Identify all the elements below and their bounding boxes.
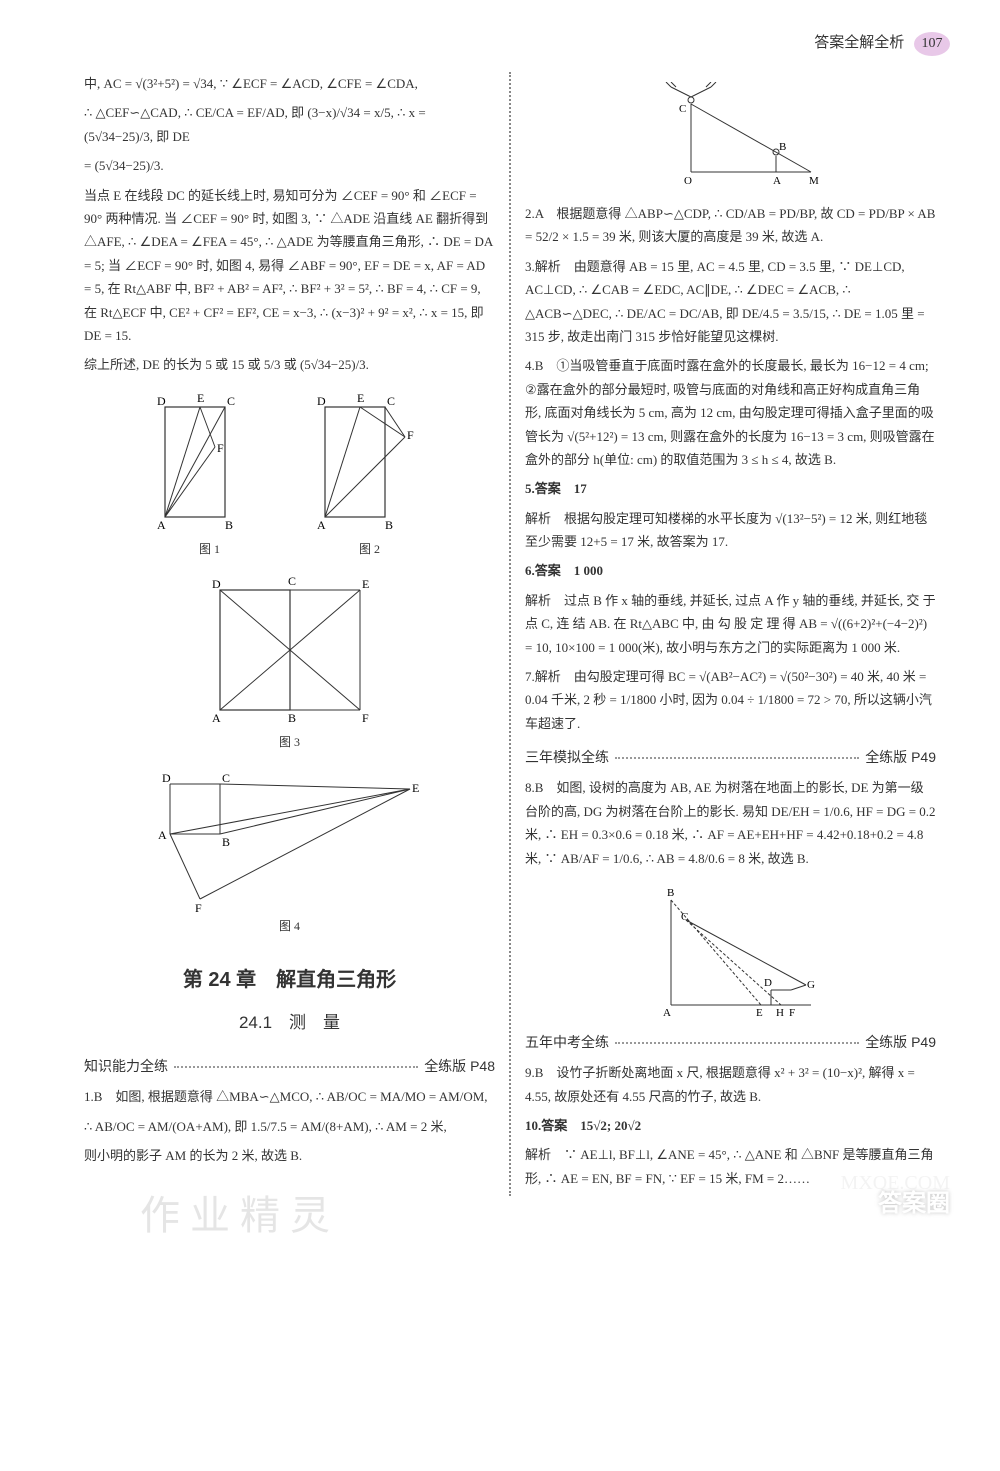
practice-label: 三年模拟全练 — [525, 745, 609, 770]
geometry-fig-4-svg: D C E A B F — [140, 764, 440, 914]
svg-text:G: G — [807, 979, 815, 991]
solution-text: ∴ △CEF∽△CAD, ∴ CE/CA = EF/AD, 即 (3−x)/√3… — [84, 101, 495, 148]
figure-row-4: D C E A B F 图 4 — [84, 764, 495, 938]
svg-text:F: F — [362, 711, 369, 725]
page-number-badge: 107 — [914, 32, 950, 56]
q5-explain: 解析 根据勾股定理可知楼梯的水平长度为 √(13²−5²) = 12 米, 则红… — [525, 507, 936, 554]
svg-text:B: B — [385, 518, 393, 532]
tree-step-svg: B C D G A E H F — [631, 880, 831, 1020]
svg-text:A: A — [158, 828, 167, 842]
figure-row-1-2: D E C F A B 图 1 — [84, 387, 495, 561]
figure-1: D E C F A B 图 1 — [145, 387, 275, 561]
figure-2: D E C F A B 图 2 — [305, 387, 435, 561]
dots-divider — [174, 1066, 418, 1068]
svg-text:C: C — [288, 574, 296, 588]
svg-text:D: D — [157, 394, 166, 408]
q4-text: 4.B ①当吸管垂直于底面时露在盒外的长度最长, 最长为 16−12 = 4 c… — [525, 354, 936, 471]
figure-3: D C E A B F 图 3 — [190, 570, 390, 754]
solution-text: = (5√34−25)/3. — [84, 154, 495, 177]
dots-divider — [615, 1042, 859, 1044]
svg-text:A: A — [663, 1007, 671, 1019]
left-column: 中, AC = √(3²+5²) = √34, ∵ ∠ECF = ∠ACD, ∠… — [70, 72, 511, 1196]
q6-explain: 解析 过点 B 作 x 轴的垂线, 并延长, 过点 A 作 y 轴的垂线, 并延… — [525, 589, 936, 659]
svg-text:F: F — [195, 901, 202, 914]
page-container: 答案全解全析 107 中, AC = √(3²+5²) = √34, ∵ ∠EC… — [0, 0, 1000, 1236]
fig-1-caption: 图 1 — [145, 539, 275, 561]
geometry-fig-2-svg: D E C F A B — [305, 387, 435, 537]
svg-text:A: A — [317, 518, 326, 532]
svg-text:D: D — [162, 771, 171, 785]
svg-text:B: B — [225, 518, 233, 532]
q7-text: 7.解析 由勾股定理可得 BC = √(AB²−AC²) = √(50²−30²… — [525, 665, 936, 735]
fig-tree-step: B C D G A E H F — [525, 880, 936, 1020]
svg-text:A: A — [773, 175, 781, 187]
two-column-layout: 中, AC = √(3²+5²) = √34, ∵ ∠ECF = ∠ACD, ∠… — [70, 72, 950, 1196]
footer-watermark-url: MXQE.COM — [841, 1165, 950, 1201]
practice-label: 五年中考全练 — [525, 1030, 609, 1055]
geometry-fig-3-svg: D C E A B F — [190, 570, 390, 730]
solution-summary: 综上所述, DE 的长为 5 或 15 或 5/3 或 (5√34−25)/3. — [84, 353, 495, 376]
right-column: C B O A M 2.A 根据题意得 △ABP∽△CDP, ∴ CD/AB =… — [511, 72, 950, 1196]
svg-text:O: O — [684, 175, 692, 187]
section-title: 24.1 测 量 — [84, 1008, 495, 1039]
svg-text:B: B — [288, 711, 296, 725]
practice-ref: 全练版 P48 — [424, 1054, 495, 1079]
q10-answer: 10.答案 15√2; 20√2 — [525, 1114, 936, 1137]
svg-text:D: D — [212, 577, 221, 591]
solution-text: 中, AC = √(3²+5²) = √34, ∵ ∠ECF = ∠ACD, ∠… — [84, 72, 495, 95]
figure-row-3: D C E A B F 图 3 — [84, 570, 495, 754]
svg-text:F: F — [407, 428, 414, 442]
q8-text: 8.B 如图, 设树的高度为 AB, AE 为树落在地面上的影长, DE 为第一… — [525, 776, 936, 870]
solution-text: 当点 E 在线段 DC 的延长线上时, 易知可分为 ∠CEF = 90° 和 ∠… — [84, 184, 495, 348]
svg-text:C: C — [679, 103, 686, 115]
practice-ref: 全练版 P49 — [865, 1030, 936, 1055]
page-header: 答案全解全析 107 — [70, 30, 950, 57]
q1-text: 1.B 如图, 根据题意得 △MBA∽△MCO, ∴ AB/OC = MA/MO… — [84, 1085, 495, 1108]
q1-text-c: 则小明的影子 AM 的长为 2 米, 故选 B. — [84, 1144, 495, 1167]
chapter-title: 第 24 章 解直角三角形 — [84, 962, 495, 998]
watermark-text: 作 业 精 灵 — [140, 1180, 330, 1252]
svg-text:M: M — [809, 175, 819, 187]
svg-text:C: C — [387, 394, 395, 408]
building-triangle-svg: C B O A M — [631, 82, 831, 192]
svg-text:B: B — [222, 835, 230, 849]
svg-text:H: H — [776, 1007, 784, 1019]
fig-4-caption: 图 4 — [140, 916, 440, 938]
dots-divider — [615, 757, 859, 759]
fig-top-right: C B O A M — [525, 82, 936, 192]
q3-text: 3.解析 由题意得 AB = 15 里, AC = 4.5 里, CD = 3.… — [525, 255, 936, 349]
svg-text:A: A — [212, 711, 221, 725]
practice-header-2: 三年模拟全练 全练版 P49 — [525, 745, 936, 770]
practice-header-3: 五年中考全练 全练版 P49 — [525, 1030, 936, 1055]
q5-answer: 5.答案 17 — [525, 477, 936, 500]
svg-text:C: C — [222, 771, 230, 785]
fig-3-caption: 图 3 — [190, 732, 390, 754]
svg-text:B: B — [667, 887, 674, 899]
figure-4: D C E A B F 图 4 — [140, 764, 440, 938]
svg-text:B: B — [779, 141, 786, 153]
header-title: 答案全解全析 — [814, 35, 904, 51]
svg-text:D: D — [764, 977, 772, 989]
practice-header-1: 知识能力全练 全练版 P48 — [84, 1054, 495, 1079]
svg-text:E: E — [412, 781, 419, 795]
svg-text:E: E — [362, 577, 369, 591]
q1-text-b: ∴ AB/OC = AM/(OA+AM), 即 1.5/7.5 = AM/(8+… — [84, 1115, 495, 1138]
svg-text:E: E — [756, 1007, 763, 1019]
geometry-fig-1-svg: D E C F A B — [145, 387, 275, 537]
svg-text:C: C — [681, 911, 688, 923]
svg-text:C: C — [227, 394, 235, 408]
svg-text:E: E — [357, 391, 364, 405]
q6-answer: 6.答案 1 000 — [525, 559, 936, 582]
fig-2-caption: 图 2 — [305, 539, 435, 561]
svg-text:D: D — [317, 394, 326, 408]
q9-text: 9.B 设竹子折断处离地面 x 尺, 根据题意得 x² + 3² = (10−x… — [525, 1061, 936, 1108]
practice-ref: 全练版 P49 — [865, 745, 936, 770]
svg-text:F: F — [789, 1007, 795, 1019]
svg-text:F: F — [217, 441, 224, 455]
svg-text:A: A — [157, 518, 166, 532]
practice-label: 知识能力全练 — [84, 1054, 168, 1079]
svg-text:E: E — [197, 391, 204, 405]
q2-text: 2.A 根据题意得 △ABP∽△CDP, ∴ CD/AB = PD/BP, 故 … — [525, 202, 936, 249]
